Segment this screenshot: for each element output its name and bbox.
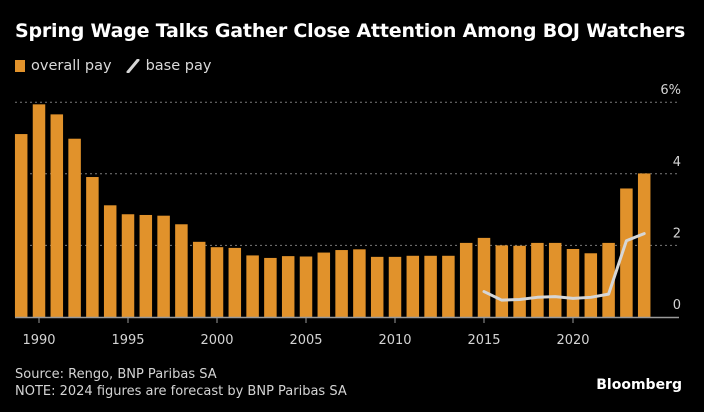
y-tick-label: 0: [673, 298, 681, 313]
bar: [459, 242, 473, 317]
bar: [192, 241, 206, 317]
bar: [637, 173, 651, 317]
x-tick-label: 2005: [289, 333, 322, 348]
bar: [86, 177, 99, 317]
bar: [370, 256, 384, 317]
source-note: Source: Rengo, BNP Paribas SA: [15, 367, 217, 382]
x-tick-label: 2020: [556, 333, 589, 348]
y-tick-label: 2: [673, 226, 681, 241]
y-tick-label: 4: [673, 155, 681, 170]
bar: [68, 138, 81, 317]
bar: [139, 214, 153, 317]
bar: [424, 255, 437, 317]
bar: [406, 255, 420, 317]
bar: [228, 247, 242, 317]
bar: [175, 224, 188, 317]
x-tick-label: 1995: [111, 333, 144, 348]
x-tick-label: 1990: [22, 333, 55, 348]
bar: [477, 237, 491, 317]
bar: [32, 104, 46, 318]
bar: [14, 134, 28, 317]
bar: [281, 256, 295, 317]
chart-title: Spring Wage Talks Gather Close Attention…: [15, 20, 686, 42]
legend: overall pay base pay: [15, 58, 211, 74]
bar: [531, 242, 544, 317]
bar: [103, 205, 117, 317]
legend-label-overall-pay: overall pay: [31, 58, 112, 74]
bar: [157, 215, 170, 317]
bar: [495, 245, 509, 317]
bar: [299, 256, 313, 317]
bar: [264, 257, 277, 317]
bar: [566, 248, 580, 317]
bar: [513, 245, 526, 317]
bar: [246, 255, 259, 317]
bar: [442, 255, 455, 317]
legend-label-base-pay: base pay: [145, 58, 212, 74]
bar: [548, 242, 562, 317]
bar: [584, 253, 598, 317]
bar: [620, 188, 633, 317]
bar: [388, 256, 402, 317]
x-tick-label: 2015: [467, 333, 500, 348]
square-swatch-icon: [15, 60, 25, 72]
bar: [353, 249, 366, 317]
x-tick-label: 2000: [200, 333, 233, 348]
bloomberg-logo: Bloomberg: [596, 377, 682, 393]
bar: [317, 252, 331, 317]
bar: [121, 214, 135, 317]
bar: [335, 250, 348, 317]
footer: Source: Rengo, BNP Paribas SA NOTE: 2024…: [15, 366, 347, 400]
base-pay-line: [482, 232, 646, 302]
bar: [602, 242, 615, 317]
x-tick-label: 2010: [378, 333, 411, 348]
forecast-note: NOTE: 2024 figures are forecast by BNP P…: [15, 384, 347, 399]
bar: [210, 247, 224, 317]
line-swatch-icon: [126, 59, 140, 73]
bar: [50, 114, 64, 317]
y-tick-label: 6%: [660, 83, 681, 98]
